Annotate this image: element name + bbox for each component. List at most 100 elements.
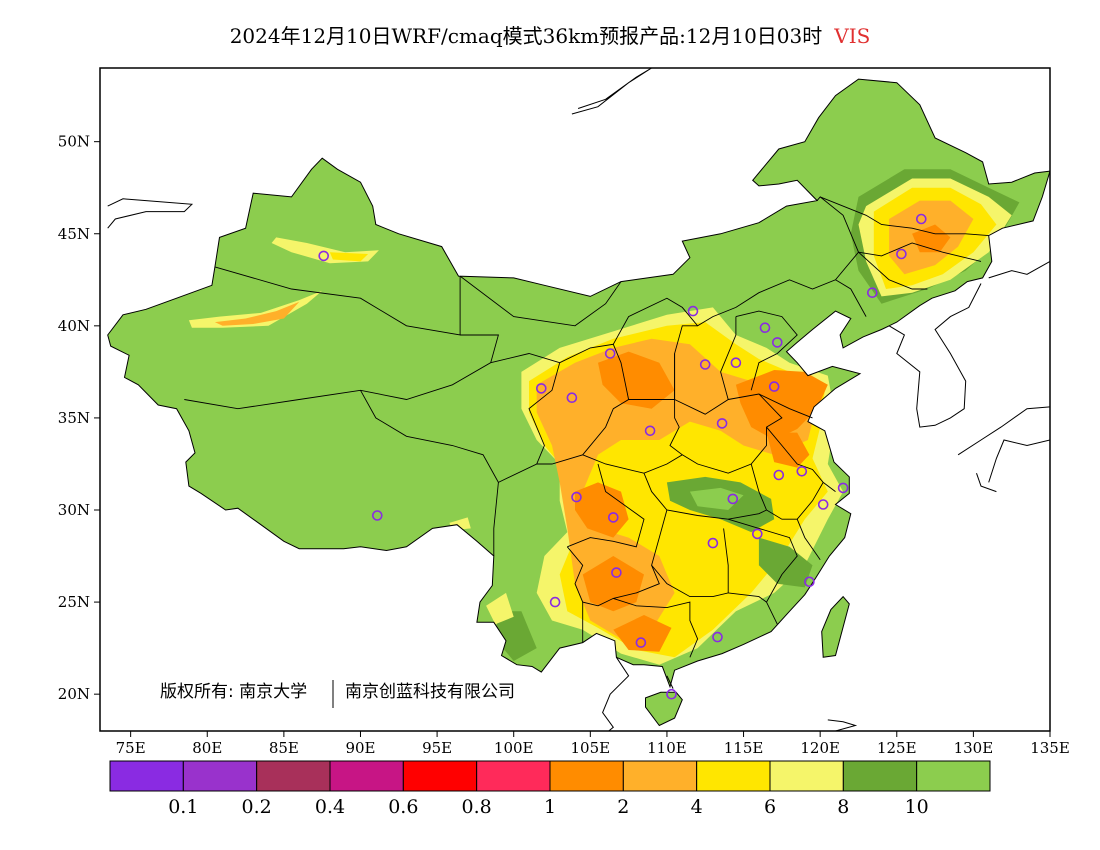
x-tick-label: 135E bbox=[1030, 739, 1070, 757]
station-marker bbox=[699, 359, 711, 370]
coastline-7 bbox=[602, 657, 630, 731]
station-marker bbox=[730, 357, 742, 369]
legend-label: 10 bbox=[905, 796, 929, 818]
legend-label: 0.8 bbox=[462, 796, 492, 818]
y-tick-label: 45N bbox=[58, 225, 90, 243]
station-marker bbox=[751, 528, 763, 540]
map-frame bbox=[99, 67, 1051, 732]
province-border-19 bbox=[796, 519, 821, 560]
colorbar-legend: 0.1 0.2 0.4 0.6 0.8 1 2 4 6 8 10 bbox=[109, 760, 991, 818]
x-tick-label: 90E bbox=[345, 739, 375, 757]
station-marker bbox=[727, 493, 739, 505]
coastline-9 bbox=[666, 675, 674, 689]
province-border-24 bbox=[835, 279, 867, 317]
y-tick-label: 25N bbox=[58, 593, 90, 611]
visibility-contour-10 bbox=[758, 537, 813, 588]
province-border-25 bbox=[858, 242, 982, 262]
x-tick-label: 100E bbox=[494, 739, 534, 757]
y-tick-label: 35N bbox=[58, 409, 90, 427]
station-marker bbox=[771, 337, 783, 348]
china-border-outline bbox=[107, 78, 1050, 727]
station-marker bbox=[635, 637, 647, 648]
station-marker bbox=[687, 305, 699, 317]
station-marker bbox=[549, 596, 561, 608]
province-border-20 bbox=[728, 592, 778, 625]
province-border-27 bbox=[820, 196, 989, 237]
province-border-14 bbox=[750, 463, 824, 520]
province-border-0 bbox=[214, 266, 461, 336]
province-border-16 bbox=[567, 463, 645, 548]
y-axis: 50N 45N 40N 35N 30N 25N 20N bbox=[58, 133, 100, 703]
station-marker bbox=[666, 688, 677, 700]
legend-swatch bbox=[329, 760, 404, 792]
visibility-contour-20 bbox=[188, 290, 323, 328]
province-border-11 bbox=[735, 310, 798, 391]
station-marker bbox=[768, 381, 780, 392]
legend-label: 0.1 bbox=[168, 796, 198, 818]
legend-swatch bbox=[256, 760, 331, 792]
x-tick-label: 130E bbox=[954, 739, 994, 757]
station-marker bbox=[837, 482, 849, 494]
coastline-1 bbox=[957, 406, 1050, 456]
station-marker bbox=[796, 465, 808, 477]
station-marker bbox=[915, 213, 927, 225]
province-borders bbox=[184, 196, 989, 658]
visibility-field bbox=[188, 169, 1020, 665]
station-marker bbox=[804, 576, 815, 588]
station-marker bbox=[644, 425, 656, 437]
legend-swatch bbox=[476, 760, 551, 792]
province-border-4 bbox=[459, 275, 622, 327]
map-title-main: 2024年12月10日WRF/cmaq模式36km预报产品:12月10日03时 bbox=[229, 24, 823, 48]
station-marker bbox=[773, 469, 785, 481]
visibility-contour-23 bbox=[486, 592, 514, 625]
visibility-contour-6 bbox=[575, 482, 629, 538]
x-axis: 75E 80E 85E 90E 95E 100E 105E 110E 115E 120E 125E 1… bbox=[116, 731, 1070, 757]
map-title-variable: VIS bbox=[834, 24, 871, 48]
station-marker bbox=[318, 250, 330, 262]
province-border-17 bbox=[651, 509, 729, 598]
map-area: 版权所有: 南京大学 南京创蓝科技有限公司 bbox=[107, 68, 1050, 731]
coastline-4 bbox=[976, 473, 997, 493]
x-tick-label: 115E bbox=[724, 739, 764, 757]
legend-label: 4 bbox=[691, 796, 703, 818]
legend-swatch bbox=[182, 760, 258, 792]
legend-label: 0.4 bbox=[315, 796, 345, 818]
province-border-5 bbox=[536, 343, 630, 465]
legend-label: 8 bbox=[837, 796, 849, 818]
visibility-contour-7 bbox=[582, 556, 644, 612]
copyright-company: 南京创蓝科技有限公司 bbox=[345, 682, 515, 702]
province-border-9 bbox=[674, 316, 737, 415]
station-marker bbox=[866, 287, 878, 299]
station-marker bbox=[817, 499, 829, 510]
province-border-13 bbox=[766, 426, 836, 492]
coastlines bbox=[107, 68, 1050, 731]
x-tick-label: 75E bbox=[116, 739, 146, 757]
coastline-5 bbox=[107, 198, 194, 229]
visibility-contour-12 bbox=[495, 611, 537, 661]
station-marker bbox=[607, 512, 619, 523]
station-marker bbox=[896, 248, 907, 260]
province-border-21 bbox=[566, 546, 660, 607]
station-marker bbox=[566, 392, 578, 404]
legend-swatch bbox=[622, 760, 698, 792]
x-tick-label: 80E bbox=[192, 739, 222, 757]
legend-swatch bbox=[769, 760, 844, 792]
map-title: 2024年12月10日WRF/cmaq模式36km预报产品:12月10日03时 V… bbox=[0, 20, 1100, 49]
visibility-contour-21 bbox=[214, 301, 300, 326]
copyright-owner: 版权所有: 南京大学 bbox=[160, 682, 307, 702]
station-marker bbox=[712, 631, 723, 643]
visibility-contour-17 bbox=[912, 224, 951, 253]
x-tick-label: 125E bbox=[877, 739, 917, 757]
visibility-contour-19 bbox=[329, 252, 369, 262]
legend-swatch bbox=[109, 760, 184, 792]
y-tick-label: 30N bbox=[58, 501, 90, 519]
province-border-6 bbox=[612, 196, 860, 345]
visibility-contour-5 bbox=[598, 351, 675, 409]
province-border-12 bbox=[758, 393, 813, 419]
visibility-contour-11 bbox=[689, 487, 744, 510]
y-tick-label: 40N bbox=[58, 317, 90, 335]
y-tick-label: 20N bbox=[58, 685, 90, 703]
province-border-3 bbox=[490, 353, 561, 483]
legend-swatch bbox=[916, 760, 991, 792]
